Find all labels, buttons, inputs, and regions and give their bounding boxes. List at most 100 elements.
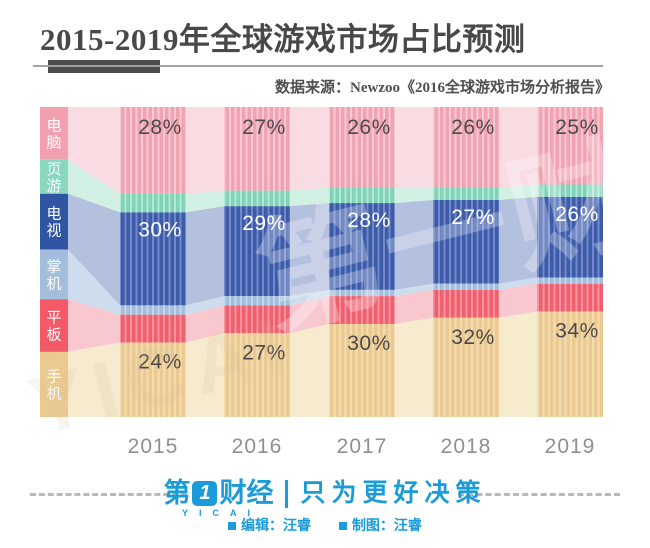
logo-char-rest: 财经 <box>219 478 274 508</box>
legend-swatch-手机 <box>40 351 68 417</box>
flow-页游 <box>68 159 120 213</box>
flow-电脑 <box>68 107 120 194</box>
bar-segment-电脑-2017 <box>329 107 395 188</box>
bar-segment-掌机-2019 <box>537 277 603 284</box>
flow-ribbons <box>68 107 537 417</box>
flow-掌机 <box>290 289 329 306</box>
flow-电脑 <box>395 107 433 188</box>
flow-掌机 <box>68 249 120 315</box>
flow-电视 <box>499 196 537 284</box>
legend-swatch-平板 <box>40 299 68 352</box>
legend-label-平板: 平板 <box>46 309 61 344</box>
bar-segment-平板-2016 <box>224 305 290 334</box>
value-label-手机-2018: 32% <box>451 326 495 349</box>
flow-掌机 <box>186 296 224 315</box>
legend-label-电脑: 电脑 <box>46 116 61 151</box>
yicai-logo-en: YICAI <box>181 508 261 518</box>
bar-segment-电脑-2019 <box>537 107 603 185</box>
bar-segment-页游-2019 <box>537 184 603 197</box>
flow-平板 <box>290 296 329 334</box>
page-title: 2015-2019年全球游戏市场占比预测 <box>40 22 526 57</box>
legend-swatch-电视 <box>40 193 68 250</box>
flow-页游 <box>186 190 224 213</box>
flow-电视 <box>290 203 329 297</box>
bar-segment-手机-2019 <box>537 311 603 417</box>
flow-电视 <box>68 193 120 306</box>
x-axis-label-2019: 2019 <box>545 435 596 458</box>
bar-segment-电脑-2018 <box>433 107 499 188</box>
flow-手机 <box>290 324 329 417</box>
bar-segment-平板-2019 <box>537 283 603 312</box>
flow-电视 <box>186 206 224 306</box>
bars <box>120 107 603 417</box>
legend-swatch-掌机 <box>40 249 68 300</box>
flow-电视 <box>395 200 433 290</box>
flow-手机 <box>499 311 537 417</box>
value-label-电视-2018: 27% <box>451 206 495 229</box>
bar-segment-电脑-2016 <box>224 107 290 191</box>
logo-separator <box>285 480 289 508</box>
bar-segment-掌机-2016 <box>224 296 290 306</box>
flow-电脑 <box>186 107 224 194</box>
flow-平板 <box>68 299 120 352</box>
bar-segment-电视-2017 <box>329 203 395 290</box>
x-axis-label-2017: 2017 <box>337 435 388 458</box>
flow-电脑 <box>499 107 537 188</box>
footer-divider-right <box>458 493 620 496</box>
bar-segment-电视-2018 <box>433 200 499 284</box>
bar-segment-手机-2015 <box>120 342 186 417</box>
legend-label-手机: 手机 <box>46 367 61 402</box>
flow-掌机 <box>499 277 537 290</box>
bar-segment-电脑-2015 <box>120 107 186 194</box>
flow-页游 <box>499 184 537 200</box>
bar-segment-电视-2016 <box>224 206 290 297</box>
legend-label-掌机: 掌机 <box>46 257 61 292</box>
legend-swatch-电脑 <box>40 107 68 160</box>
bar-segment-平板-2015 <box>120 314 186 343</box>
legend-label-页游: 页游 <box>46 160 61 195</box>
credit-chart-maker: 制图：汪睿 <box>338 517 422 533</box>
bar-segment-掌机-2018 <box>433 283 499 290</box>
yicai-logo-zh: 第 1 财经 <box>163 479 273 507</box>
flow-平板 <box>186 305 224 343</box>
bullet-square-icon <box>338 522 347 530</box>
bar-segment-掌机-2015 <box>120 305 186 315</box>
value-label-电视-2016: 29% <box>242 212 286 235</box>
value-label-手机-2016: 27% <box>242 341 286 364</box>
value-label-手机-2019: 34% <box>555 320 599 343</box>
bar-segment-手机-2018 <box>433 317 499 417</box>
bar-segment-页游-2018 <box>433 187 499 200</box>
flow-页游 <box>290 187 329 207</box>
value-labels: 28% 27% 26% 26% 25% 30% 29% 28% 27% 26% 24% 27% 30% 3… <box>138 116 599 374</box>
value-label-电脑-2017: 26% <box>347 116 391 139</box>
credit-chart-maker-text: 制图：汪睿 <box>351 517 422 533</box>
bar-segment-手机-2017 <box>329 324 395 417</box>
x-axis-labels: 2015 2016 2017 2018 2019 <box>128 435 596 458</box>
value-label-手机-2015: 24% <box>138 351 182 374</box>
title-underline-line <box>33 65 603 67</box>
bar-segment-掌机-2017 <box>329 289 395 297</box>
legend-label-电视: 电视 <box>46 205 61 240</box>
x-axis-label-2018: 2018 <box>441 435 492 458</box>
yicai-logo: 第 1 财经 YICAI <box>163 479 273 518</box>
x-axis-label-2016: 2016 <box>232 435 283 458</box>
value-label-电脑-2015: 28% <box>138 116 182 139</box>
credit-editor-text: 编辑：汪睿 <box>241 517 312 533</box>
value-label-电脑-2016: 27% <box>242 116 286 139</box>
value-label-电视-2017: 28% <box>347 209 391 232</box>
value-label-手机-2017: 30% <box>347 332 391 355</box>
credits-line: 编辑：汪睿 制图：汪睿 <box>0 515 650 535</box>
bar-segment-电视-2015 <box>120 212 186 306</box>
data-source-note: 数据来源：Newzoo《2016全球游戏市场分析报告》 <box>275 80 610 96</box>
bar-segment-平板-2018 <box>433 289 499 318</box>
flow-掌机 <box>395 283 433 297</box>
value-label-电视-2019: 26% <box>555 203 599 226</box>
value-label-电脑-2019: 25% <box>555 116 599 139</box>
bullet-square-icon <box>228 522 237 530</box>
footer-divider-left <box>30 493 187 496</box>
value-label-电脑-2018: 26% <box>451 116 495 139</box>
flow-平板 <box>395 289 433 324</box>
flow-页游 <box>395 187 433 204</box>
